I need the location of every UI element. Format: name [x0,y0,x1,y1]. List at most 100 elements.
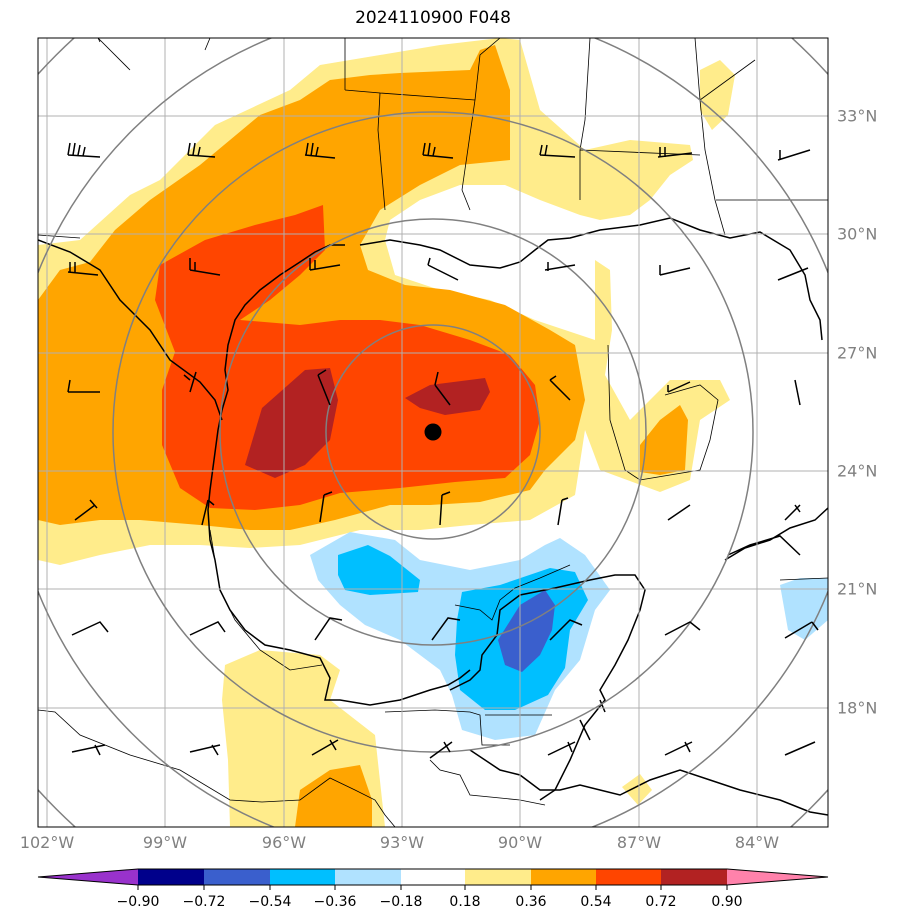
border-segment [38,709,396,827]
wind-barb [431,617,461,641]
anomaly-fill-orange-south [295,765,372,827]
wind-barb [189,621,226,636]
lon-label-87w: 87°W [616,833,662,852]
colorbar-under-extension [38,869,138,885]
wind-barb [311,739,339,756]
wind-barb [784,741,816,756]
gridlines [38,38,828,827]
colorbar-segment [661,869,727,885]
map-frame [37,37,829,828]
wind-barb [794,379,801,406]
coast-segment [579,699,606,741]
wind-barb [67,379,100,393]
coast-segment [469,749,828,816]
lat-label-24n: 24°N [837,461,878,481]
border-segment [429,759,546,806]
colorbar-segment [401,869,465,885]
anomaly-fill-orange-east [640,405,688,475]
wind-barb [189,744,221,756]
wind-barb [434,371,451,406]
wind-barb [183,371,197,393]
colorbar-tick-label: 0.18 [449,894,481,910]
coast-segment [359,217,823,341]
range-ring [112,111,754,753]
coastlines [38,217,828,816]
colorbar-tick-label: −0.90 [116,894,160,910]
wind-barb [74,499,98,521]
wind-barb [657,147,693,158]
wind-barb [784,621,819,639]
lat-label-30n: 30°N [837,224,878,244]
range-ring [325,324,541,540]
wind-barb [539,144,576,158]
wind-barb [777,267,809,281]
wind-barb [777,149,811,161]
wind-barb [427,257,459,281]
lon-label-84w: 84°W [734,833,780,852]
wind-barb [784,504,801,521]
wind-barb [71,621,109,636]
anomaly-fill-darkred-center [405,378,490,415]
lon-label-93w: 93°W [379,833,425,852]
colorbar-segment [335,869,401,885]
lon-label-102w: 102°W [19,833,75,852]
colorbar-segment [204,869,270,885]
colorbar-segment [465,869,531,885]
anomaly-neg-0.72-0.54 [498,590,555,672]
wind-barb [667,504,691,521]
coast-segment [38,239,223,421]
wind-barb [664,621,701,636]
border-segment [38,38,828,239]
anomaly-fill-darkred-west [245,368,338,478]
anomaly-0.72-0.90 [245,368,490,478]
wind-barb [549,375,571,401]
wind-barb [317,369,331,406]
wind-barb [422,142,454,159]
anomaly-fill-blue [498,590,555,672]
wind-barbs [67,142,819,759]
lon-label-96w: 96°W [261,833,307,852]
anomaly-fill-cyan-west [338,545,420,595]
lon-label-99w: 99°W [142,833,188,852]
map-title: 2024110900 F048 [355,8,511,28]
wind-barb [319,491,333,523]
coast-segment [207,244,471,706]
anomaly-fill-lightblue-east [780,578,828,640]
wind-barb [67,142,101,158]
anomaly-0.54-0.72 [155,205,540,510]
political-borders [38,38,828,827]
lat-label-27n: 27°N [837,343,878,363]
colorbar-tick-label: −0.18 [379,894,423,910]
colorbar-segment [531,869,596,885]
lat-label-21n: 21°N [837,579,878,599]
wind-barb [557,497,569,526]
coast-segment [724,507,828,561]
anomaly-fill-redorange [155,205,540,510]
wind-barb [429,741,453,759]
wind-barb [544,262,576,271]
lat-label-18n: 18°N [837,698,878,718]
colorbar-ticks [137,885,728,890]
wind-barb [439,491,451,526]
colorbar-tick-label: 0.54 [580,894,612,910]
colorbar-tick-label: 0.36 [515,894,547,910]
wind-barb [67,262,99,276]
border-segment [779,577,828,581]
wind-barb [314,617,343,641]
anomaly-fill-yellow-se [622,774,652,805]
border-segment [454,564,571,621]
wind-barb [201,499,215,526]
wind-barb [659,265,691,276]
wind-barb [187,142,216,158]
wind-barb [667,381,691,393]
anomaly-fill-yellow-ne [700,60,735,130]
colorbar-over-extension [727,869,828,885]
wind-barb [549,619,583,641]
colorbar-segment [596,869,661,885]
colorbar-tick-label: −0.54 [248,894,292,910]
lat-label-33n: 33°N [837,106,878,126]
colorbar-tick-label: 0.90 [711,894,743,910]
